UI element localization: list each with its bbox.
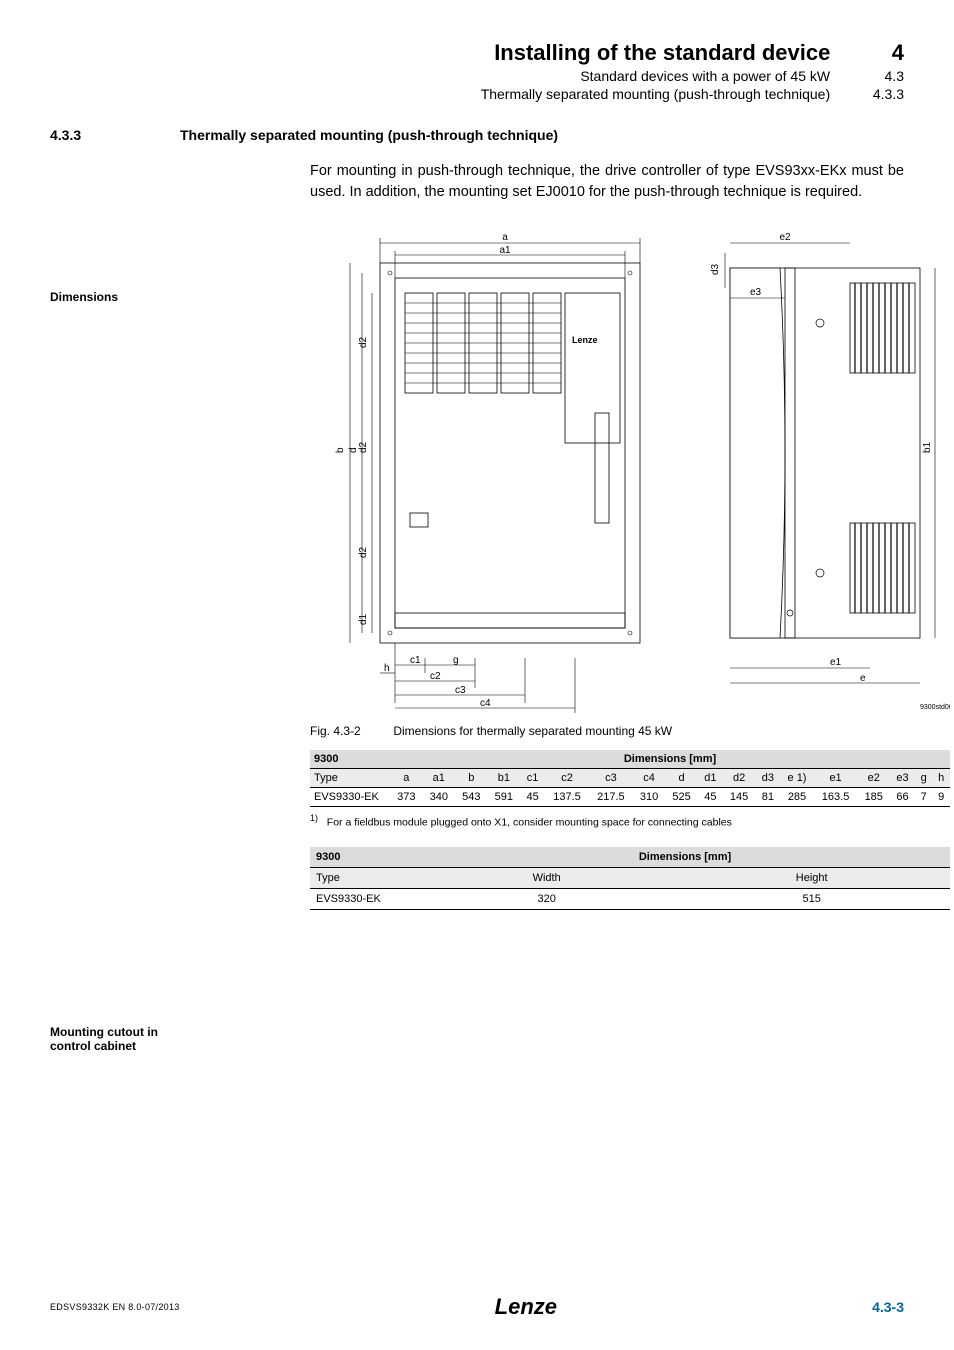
side-label-dimensions: Dimensions (50, 290, 200, 304)
col-c1: c1 (520, 769, 545, 788)
body-paragraph: For mounting in push-through technique, … (310, 161, 904, 203)
cutout-width: 320 (420, 888, 673, 909)
section-heading: 4.3.3 Thermally separated mounting (push… (50, 127, 904, 143)
cutout-height: 515 (673, 888, 950, 909)
cutout-row-label: EVS9330-EK (310, 888, 420, 909)
dim-d3: d3 (710, 263, 721, 275)
dim-g: g (453, 655, 459, 666)
header-sub2-num: 4.3.3 (854, 86, 904, 102)
section-number: 4.3.3 (50, 127, 180, 143)
figure-caption-text: Dimensions for thermally separated mount… (393, 724, 672, 738)
col-e3: e3 (890, 769, 915, 788)
col-e: e 1) (780, 769, 813, 788)
dim-d2-3: d2 (358, 546, 369, 558)
cutout-type-label: Type (310, 867, 420, 888)
dim-c2: c2 (430, 671, 441, 682)
footnote: 1) For a fieldbus module plugged onto X1… (310, 813, 904, 829)
col-d: d (665, 769, 698, 788)
dim-e3: e3 (750, 287, 762, 298)
col-b: b (455, 769, 488, 788)
col-c2: c2 (545, 769, 589, 788)
dim-table-span-hdr: Dimensions [mm] (390, 750, 950, 769)
dim-h: h (384, 663, 390, 674)
page-footer: EDSVS9332K EN 8.0-07/2013 Lenze 4.3-3 (50, 1294, 904, 1320)
dim-c1: c1 (410, 655, 421, 666)
dim-e1: e1 (830, 657, 842, 668)
cutout-span-hdr: Dimensions [mm] (420, 847, 950, 868)
footnote-text: For a fieldbus module plugged onto X1, c… (327, 817, 732, 829)
section-title: Thermally separated mounting (push-throu… (180, 127, 558, 143)
dim-table-type-label: Type (310, 769, 390, 788)
figure-caption: Fig. 4.3-2 Dimensions for thermally sepa… (310, 724, 904, 738)
dim-table-model-hdr: 9300 (310, 750, 390, 769)
page-header: Installing of the standard device 4 Stan… (50, 40, 904, 102)
cutout-width-label: Width (420, 867, 673, 888)
col-a1: a1 (423, 769, 456, 788)
dim-d1: d1 (358, 613, 369, 625)
dim-e2: e2 (779, 232, 791, 243)
figure-number: Fig. 4.3-2 (310, 724, 390, 738)
dim-row-label: EVS9330-EK (310, 788, 390, 807)
dim-b: b (335, 447, 346, 453)
footer-logo: Lenze (495, 1294, 557, 1320)
footer-docref: EDSVS9332K EN 8.0-07/2013 (50, 1302, 180, 1312)
dim-d2-2: d2 (358, 441, 369, 453)
table-row: EVS9330-EK 373 340 543 591 45 137.5 217.… (310, 788, 950, 807)
header-title: Installing of the standard device (494, 40, 830, 65)
dim-a: a (502, 232, 508, 243)
figure-ref: 9300std069 (920, 704, 950, 711)
dim-b1: b1 (922, 441, 933, 453)
chapter-number: 4 (854, 40, 904, 66)
col-e1: e1 (814, 769, 858, 788)
col-e2: e2 (857, 769, 890, 788)
col-a: a (390, 769, 423, 788)
dim-e: e (860, 673, 866, 684)
header-sub1: Standard devices with a power of 45 kW (580, 68, 830, 84)
footer-page-number: 4.3-3 (872, 1299, 904, 1315)
brand-label: Lenze (572, 335, 598, 345)
dimensions-table: 9300 Dimensions [mm] Type a a1 b b1 c1 c… (310, 750, 950, 807)
cutout-model-hdr: 9300 (310, 847, 420, 868)
dim-c3: c3 (455, 685, 466, 696)
header-sub2: Thermally separated mounting (push-throu… (481, 86, 830, 102)
col-d1: d1 (698, 769, 723, 788)
footnote-num: 1) (310, 813, 318, 823)
technical-diagram: Lenze h c1 g c2 c3 c4 a (310, 213, 904, 716)
table-row: EVS9330-EK 320 515 (310, 888, 950, 909)
col-h: h (932, 769, 950, 788)
col-d2: d2 (723, 769, 756, 788)
col-c3: c3 (589, 769, 633, 788)
col-d3: d3 (755, 769, 780, 788)
col-b1: b1 (488, 769, 521, 788)
dim-c4: c4 (480, 698, 491, 709)
cutout-height-label: Height (673, 867, 950, 888)
dim-d2-1: d2 (358, 336, 369, 348)
side-label-cutout: Mounting cutout in control cabinet (50, 1025, 200, 1053)
header-sub1-num: 4.3 (854, 68, 904, 84)
col-c4: c4 (633, 769, 666, 788)
dim-a1: a1 (499, 245, 511, 256)
col-g: g (915, 769, 932, 788)
cutout-table: 9300 Dimensions [mm] Type Width Height E… (310, 847, 950, 910)
